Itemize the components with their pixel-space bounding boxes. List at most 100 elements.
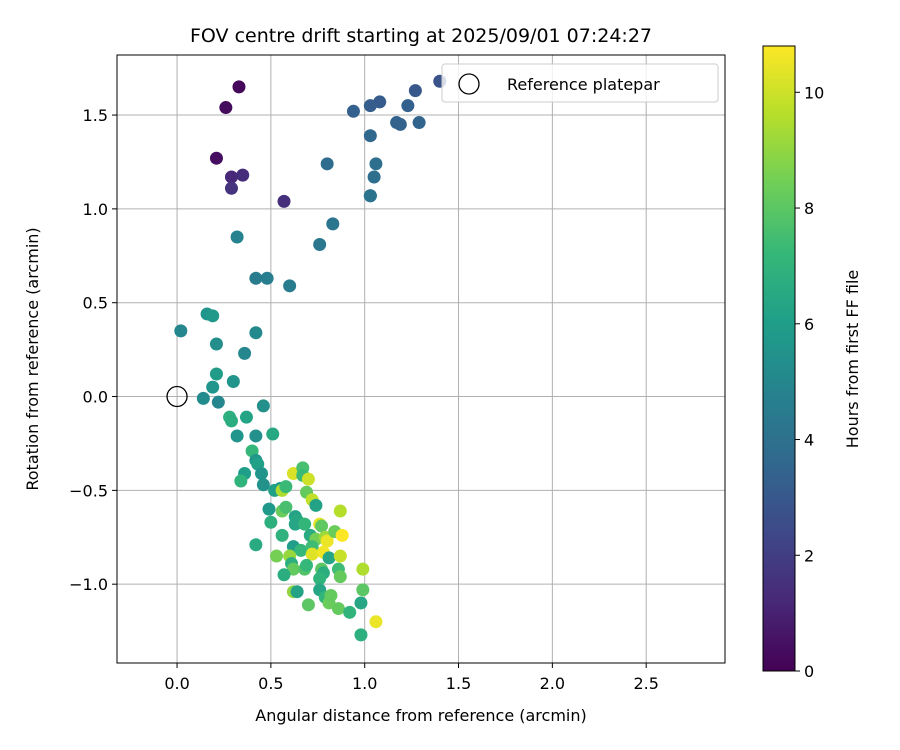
data-point: [283, 279, 297, 293]
x-tick-label: 0.5: [258, 674, 283, 693]
data-point: [320, 534, 334, 548]
data-point: [286, 562, 300, 576]
data-point: [290, 585, 304, 599]
y-tick-label: −1.0: [69, 575, 108, 594]
colorbar-tick-label: 0: [804, 662, 814, 681]
data-point: [369, 615, 383, 629]
data-point: [236, 168, 250, 182]
data-point: [356, 583, 370, 597]
data-point: [266, 427, 280, 441]
x-tick-label: 0.0: [164, 674, 189, 693]
legend-reference-marker: [458, 73, 480, 95]
data-point: [275, 528, 289, 542]
data-point: [333, 549, 347, 563]
data-point: [260, 271, 274, 285]
data-point: [270, 549, 284, 563]
data-point: [401, 99, 415, 113]
data-point: [300, 558, 314, 572]
y-tick-label: 1.0: [83, 200, 108, 219]
data-point: [206, 380, 220, 394]
plot-frame: [116, 54, 726, 664]
data-point: [333, 570, 347, 584]
data-point: [256, 478, 270, 492]
data-point: [264, 515, 278, 529]
data-point: [254, 466, 268, 480]
data-point: [298, 517, 312, 531]
grid: [117, 55, 725, 663]
data-point: [209, 151, 223, 165]
colorbar-tick-label: 6: [804, 315, 814, 334]
legend-box: [441, 63, 719, 103]
data-point: [408, 84, 422, 98]
data-point: [249, 538, 263, 552]
data-point: [196, 391, 210, 405]
data-point: [249, 429, 263, 443]
colorbar: [762, 45, 796, 672]
data-point: [239, 410, 253, 424]
data-point: [356, 562, 370, 576]
data-point: [279, 480, 293, 494]
data-point: [279, 500, 293, 514]
data-point: [363, 189, 377, 203]
data-point: [174, 324, 188, 338]
data-point: [412, 116, 426, 130]
data-point: [294, 543, 308, 557]
data-point: [209, 367, 223, 381]
y-tick-label: 1.5: [83, 106, 108, 125]
data-point: [301, 598, 315, 612]
data-point: [224, 414, 238, 428]
x-tick-label: 1.5: [446, 674, 471, 693]
data-point: [354, 628, 368, 642]
legend-entry-reference: Reference platepar: [507, 75, 660, 94]
data-point: [230, 429, 244, 443]
y-tick-label: 0.5: [83, 294, 108, 313]
data-point: [230, 230, 244, 244]
colorbar-label: Hours from first FF file: [843, 270, 862, 449]
x-tick-label: 1.0: [352, 674, 377, 693]
data-point: [363, 129, 377, 143]
y-axis-label: Rotation from reference (arcmin): [23, 227, 42, 490]
y-tick-label: −0.5: [69, 481, 108, 500]
reference-marker: [166, 385, 188, 408]
x-axis-ticks: 0.0 0.5 1.0 1.5 2.0 2.5: [164, 663, 659, 693]
data-point: [249, 326, 263, 340]
data-point: [262, 502, 276, 516]
data-point: [288, 517, 302, 531]
data-point: [343, 605, 357, 619]
data-point: [326, 217, 340, 231]
data-point: [320, 157, 334, 171]
data-point: [277, 568, 291, 582]
chart-title: FOV centre drift starting at 2025/09/01 …: [190, 25, 652, 47]
data-point: [322, 551, 336, 565]
data-point: [301, 472, 315, 486]
colorbar-tick-label: 4: [804, 431, 814, 450]
data-point: [232, 80, 246, 94]
colorbar-ticks: 0 2 4 6 8 10: [795, 83, 824, 681]
data-point: [313, 238, 327, 252]
data-point: [206, 309, 220, 323]
data-point: [315, 519, 329, 533]
data-point: [256, 399, 270, 413]
colorbar-tick-label: 2: [804, 546, 814, 565]
data-point: [363, 99, 377, 113]
y-tick-label: 0.0: [83, 388, 108, 407]
legend: Reference platepar: [441, 63, 719, 103]
colorbar-tick-label: 10: [804, 83, 824, 102]
x-axis-label: Angular distance from reference (arcmin): [255, 706, 586, 725]
data-point: [331, 602, 345, 616]
data-point: [305, 547, 319, 561]
data-point: [238, 346, 252, 360]
data-point: [309, 498, 323, 512]
data-point: [226, 375, 240, 389]
data-point: [224, 170, 238, 184]
y-axis-ticks: −1.0 −0.5 0.0 0.5 1.0 1.5: [69, 106, 117, 594]
data-point: [346, 104, 360, 118]
data-points: [174, 74, 447, 642]
data-point: [277, 194, 291, 208]
reference-marker-group: [166, 385, 188, 408]
data-point: [324, 588, 338, 602]
data-point: [211, 395, 225, 409]
colorbar-tick-label: 8: [804, 199, 814, 218]
data-point: [224, 181, 238, 195]
